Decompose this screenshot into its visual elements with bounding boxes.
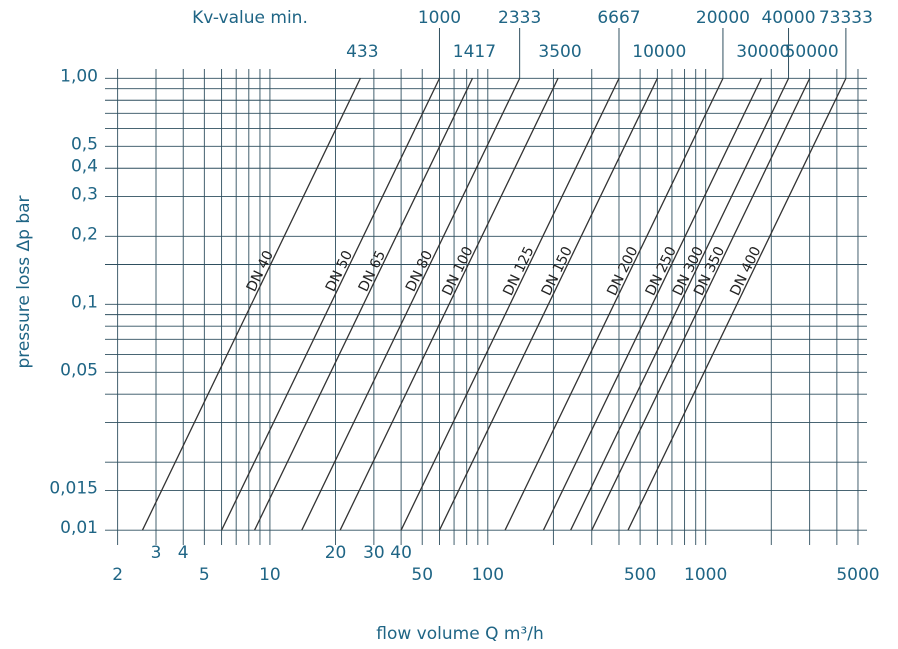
x-tick-label: 30 xyxy=(363,543,385,563)
y-tick-label: 0,01 xyxy=(60,518,98,538)
y-tick-label: 0,2 xyxy=(71,224,98,244)
x-tick-label: 40 xyxy=(390,543,412,563)
flow-line xyxy=(339,78,559,531)
kv-label: 40000 xyxy=(761,8,815,28)
chart-title: Kv-value min. xyxy=(192,8,308,28)
flow-line xyxy=(253,78,474,531)
flow-line xyxy=(141,78,361,531)
x-tick-label: 10 xyxy=(259,565,281,585)
dn-label: DN 200 xyxy=(604,244,641,298)
flow-line xyxy=(542,78,762,531)
y-tick-label: 0,015 xyxy=(49,478,98,498)
kv-label: 1000 xyxy=(418,8,461,28)
dn-label: DN 150 xyxy=(539,244,576,298)
x-tick-label: 3 xyxy=(151,543,162,563)
dn-label: DN 100 xyxy=(439,244,476,298)
x-tick-label: 1000 xyxy=(684,565,727,585)
y-tick-label: 0,5 xyxy=(71,134,98,154)
flow-line xyxy=(570,78,790,531)
kv-label: 20000 xyxy=(696,8,750,28)
kv-label: 6667 xyxy=(597,8,640,28)
x-tick-label: 5000 xyxy=(836,565,879,585)
dn-label: DN 65 xyxy=(356,248,389,294)
x-tick-label: 100 xyxy=(472,565,504,585)
dn-label: DN 50 xyxy=(323,248,356,294)
x-tick-label: 500 xyxy=(624,565,656,585)
x-tick-label: 20 xyxy=(325,543,347,563)
flow-line xyxy=(301,78,521,531)
dn-label: DN 400 xyxy=(727,244,764,298)
kv-label: 3500 xyxy=(538,42,581,62)
kv-label: 1417 xyxy=(453,42,496,62)
x-axis-title: flow volume Q m³/h xyxy=(376,624,543,644)
y-tick-label: 1,00 xyxy=(60,66,98,86)
x-tick-label: 5 xyxy=(199,565,210,585)
kv-label: 10000 xyxy=(632,42,686,62)
y-tick-label: 0,05 xyxy=(60,360,98,380)
y-tick-label: 0,4 xyxy=(71,156,98,176)
x-tick-label: 50 xyxy=(411,565,433,585)
kv-label: 30000 xyxy=(736,42,790,62)
kv-label: 50000 xyxy=(785,42,839,62)
flow-line xyxy=(591,78,811,531)
x-tick-label: 2 xyxy=(112,565,123,585)
y-axis-title: pressure loss Δp bar xyxy=(14,195,34,368)
x-tick-label: 4 xyxy=(178,543,189,563)
flow-line xyxy=(221,78,441,531)
flow-line xyxy=(438,78,658,531)
kv-label: 433 xyxy=(346,42,378,62)
kv-label: 73333 xyxy=(819,8,873,28)
y-tick-label: 0,1 xyxy=(71,292,98,312)
dn-label: DN 125 xyxy=(500,244,537,298)
flow-line xyxy=(400,78,620,531)
kv-label: 2333 xyxy=(498,8,541,28)
dn-label: DN 80 xyxy=(403,248,436,294)
y-tick-label: 0,3 xyxy=(71,184,98,204)
flow-line xyxy=(504,78,724,531)
flow-line xyxy=(627,78,847,531)
